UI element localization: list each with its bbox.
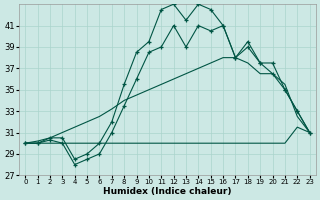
X-axis label: Humidex (Indice chaleur): Humidex (Indice chaleur) <box>103 187 232 196</box>
